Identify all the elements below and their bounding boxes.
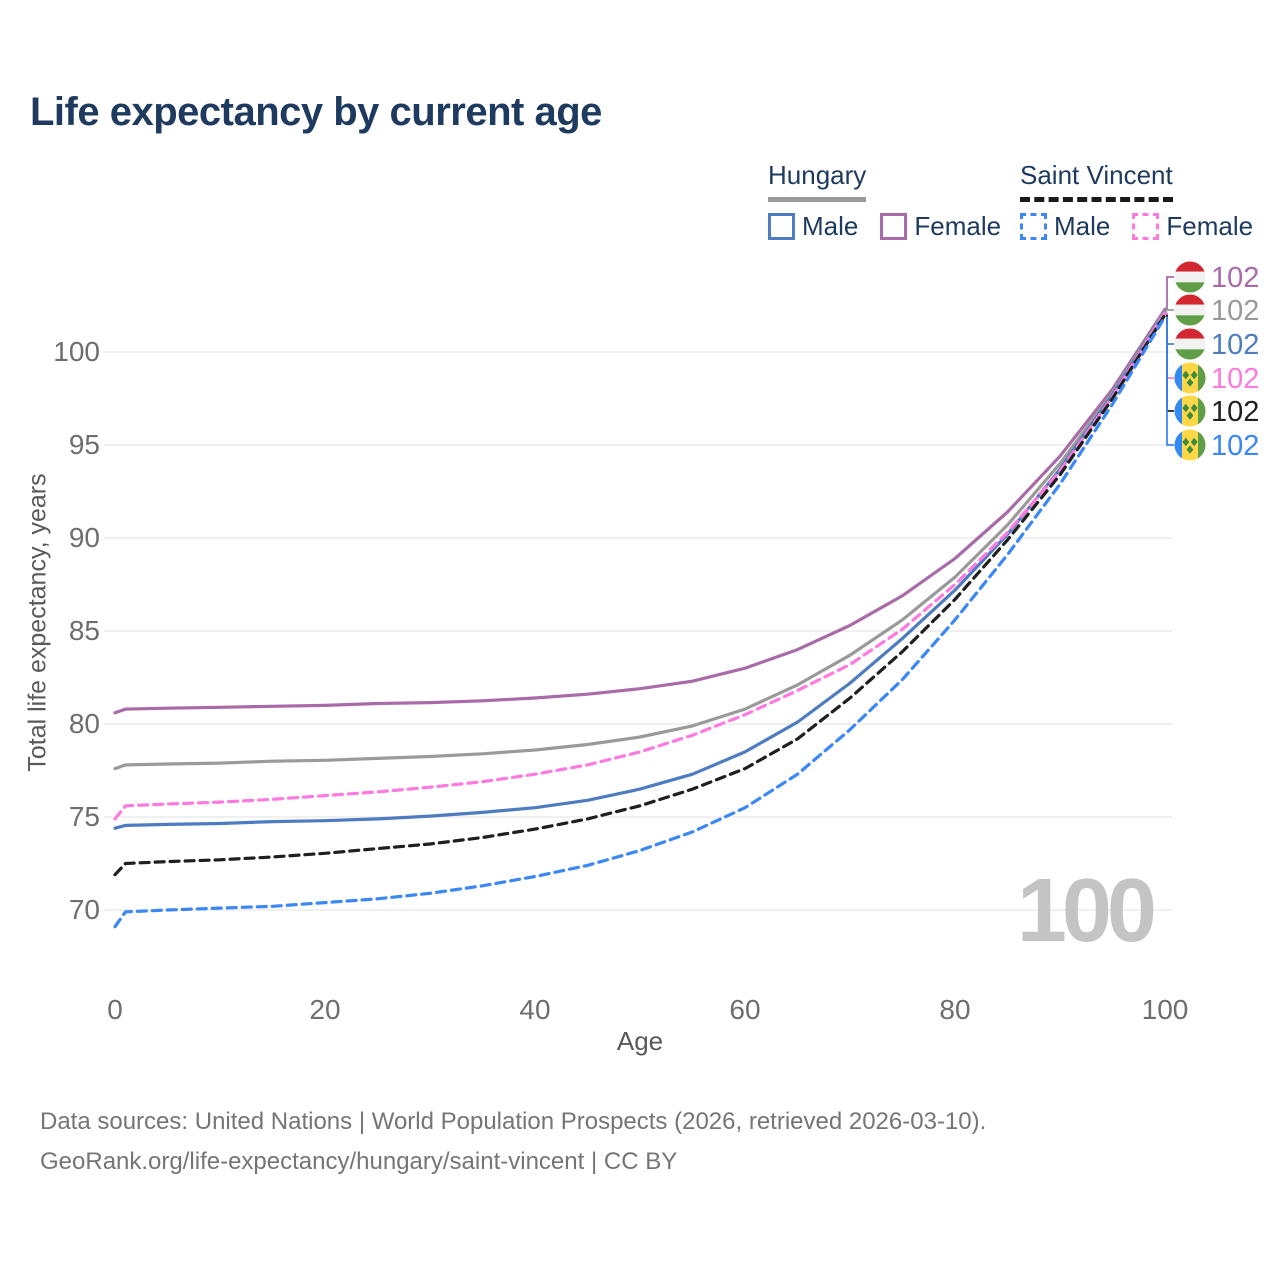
end-connector-hungary-male (1166, 312, 1174, 345)
end-connector-hungary-female (1166, 276, 1174, 310)
end-connector-saint-vincent-male (1166, 316, 1174, 446)
legend-hungary-title[interactable]: Hungary (768, 160, 867, 202)
diamond (1190, 403, 1198, 413)
hungary-male-swatch (768, 213, 795, 240)
diamond (1182, 403, 1190, 413)
x-tick-label-40: 40 (519, 994, 551, 1025)
legend-group-saint-vincent: Saint Vincent Male Female (1020, 160, 1253, 242)
legend-saint-vincent-female-label: Female (1166, 211, 1254, 241)
end-value-saint-vincent-male: 102 (1211, 430, 1259, 462)
flag-icon-hungary (1174, 328, 1206, 360)
hungary-female-swatch (880, 213, 908, 240)
x-tick-label-80: 80 (939, 994, 971, 1025)
diamond (1182, 370, 1190, 380)
flag-icon-saint-vincent (1174, 429, 1206, 461)
diamond (1190, 437, 1198, 447)
diamond (1186, 445, 1194, 454)
connectors-group (1166, 276, 1174, 446)
end-connector-hungary-both-sexes (1166, 309, 1174, 312)
legend-saint-vincent-male[interactable]: Male (1020, 211, 1110, 242)
end-value-hungary-male: 102 (1211, 329, 1259, 361)
diamond (1190, 370, 1198, 380)
saint-vincent-female-swatch (1132, 213, 1160, 240)
end-connector-saint-vincent-female (1166, 312, 1174, 379)
x-tick-label-60: 60 (729, 994, 761, 1025)
y-tick-label-70: 70 (68, 894, 100, 925)
flag-icon-hungary (1174, 261, 1206, 293)
legend-saint-vincent-items: Male Female (1020, 211, 1253, 242)
flag-icon-saint-vincent (1174, 362, 1206, 394)
diamond (1186, 378, 1194, 387)
end-value-hungary-female: 102 (1211, 262, 1259, 294)
x-tick-label-100: 100 (1141, 994, 1189, 1025)
legend-hungary-female-label: Female (914, 211, 1002, 241)
current-age-indicator: 100 (1016, 861, 1157, 961)
diamond (1186, 411, 1194, 420)
series-saint-vincent-male-line[interactable] (113, 315, 1167, 929)
end-value-saint-vincent-female: 102 (1211, 363, 1259, 395)
legend-hungary-male-label: Male (802, 211, 859, 241)
series-saint-vincent-both-sexes-line[interactable] (113, 313, 1167, 877)
diamond (1182, 437, 1190, 447)
end-value-saint-vincent-both-sexes: 102 (1211, 396, 1259, 428)
series-hungary-both-sexes-line[interactable] (113, 309, 1167, 771)
x-axis-title: Age (616, 1026, 664, 1056)
series-hungary-female-line[interactable] (113, 307, 1167, 715)
gridlines-group (104, 351, 1172, 911)
flag-icon-hungary (1174, 294, 1206, 326)
y-tick-label-90: 90 (68, 522, 100, 553)
y-tick-label-75: 75 (68, 801, 100, 832)
legend-saint-vincent-title[interactable]: Saint Vincent (1020, 160, 1173, 202)
end-connector-saint-vincent-both-sexes (1166, 314, 1174, 412)
y-tick-label-100: 100 (53, 336, 100, 367)
y-tick-label-85: 85 (68, 615, 100, 646)
y-tick-label-80: 80 (68, 708, 100, 739)
flag-icon-saint-vincent (1174, 395, 1206, 427)
x-tick-label-20: 20 (309, 994, 341, 1025)
y-tick-label-95: 95 (68, 429, 100, 460)
x-tick-label-0: 0 (107, 994, 123, 1025)
series-hungary-male-line[interactable] (113, 311, 1167, 830)
legend-hungary-female[interactable]: Female (880, 211, 1001, 242)
legend-hungary-items: Male Female (768, 211, 1001, 242)
footer-attribution: GeoRank.org/life-expectancy/hungary/sain… (40, 1148, 678, 1175)
footer-data-sources: Data sources: United Nations | World Pop… (40, 1108, 987, 1135)
legend-saint-vincent-female[interactable]: Female (1132, 211, 1253, 242)
series-group (113, 307, 1167, 929)
series-saint-vincent-female-line[interactable] (113, 311, 1167, 821)
end-value-hungary-both-sexes: 102 (1211, 295, 1259, 327)
legend-saint-vincent-male-label: Male (1054, 211, 1111, 241)
legend-hungary-male[interactable]: Male (768, 211, 858, 242)
saint-vincent-male-swatch (1020, 213, 1047, 240)
page-title: Life expectancy by current age (30, 90, 602, 134)
legend-group-hungary: Hungary Male Female (768, 160, 1001, 242)
